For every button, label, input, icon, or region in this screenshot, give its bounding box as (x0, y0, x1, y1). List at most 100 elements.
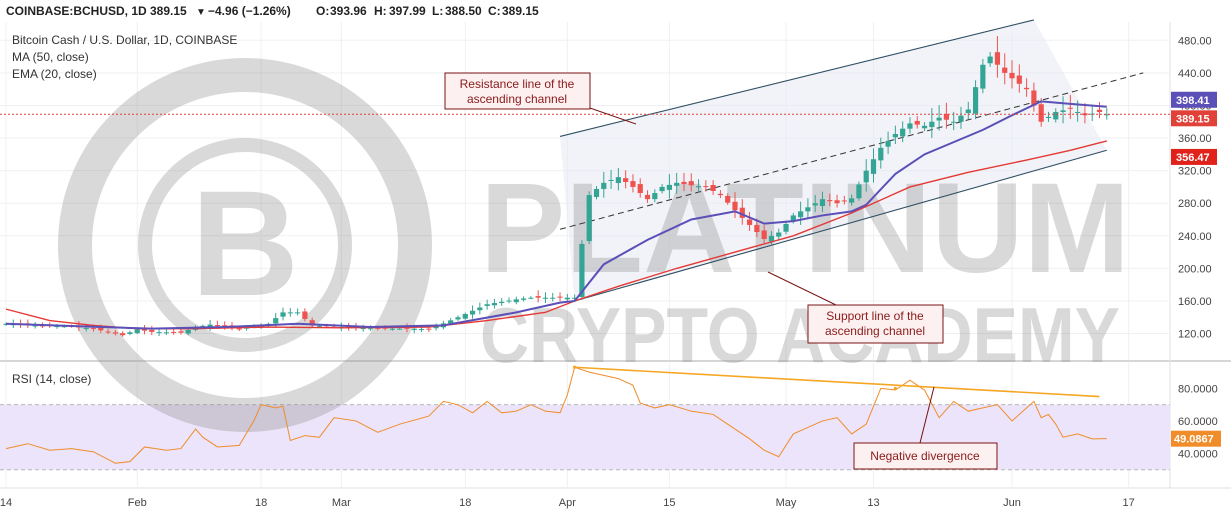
candle-body (849, 198, 855, 203)
candle-body (885, 140, 891, 147)
candle-body (520, 298, 527, 300)
rsi-tick-label: 40.0000 (1178, 448, 1218, 460)
candle (127, 330, 133, 336)
divergence-annotation[interactable]: Negative divergence (853, 386, 998, 470)
candle (579, 240, 585, 300)
candle (149, 325, 155, 336)
candle-body (302, 311, 308, 319)
symbol-label[interactable]: COINBASE:BCHUSD, 1D (6, 4, 147, 18)
candle-body (120, 333, 126, 336)
rsi-axis[interactable]: 40.0000 60.0000 80.0000 (1178, 383, 1218, 460)
candle-body (900, 128, 906, 137)
candle-body (550, 297, 556, 299)
candle (666, 174, 672, 199)
candle-body (1053, 111, 1059, 120)
time-tick-label: 13 (867, 497, 879, 509)
candle (1002, 53, 1008, 85)
legend-ma[interactable]: MA (50, close) (12, 50, 89, 64)
high-value: 397.99 (389, 4, 426, 18)
candle-body (1104, 114, 1110, 116)
candle (163, 329, 169, 336)
candle (732, 192, 738, 219)
candle (885, 131, 891, 155)
support-label-1: Support line of the (826, 309, 924, 323)
candle-body (972, 87, 979, 114)
candle (863, 159, 869, 192)
candle (550, 292, 556, 302)
candle (1024, 78, 1030, 97)
candle (178, 328, 184, 335)
candle-body (455, 317, 461, 320)
time-axis[interactable]: 14 Feb 18 Mar 18 Apr 15 May 13 Jun 17 (0, 497, 1135, 509)
candle-body (134, 329, 140, 334)
candle (768, 231, 775, 246)
legend-title[interactable]: Bitcoin Cash / U.S. Dollar, 1D, COINBASE (12, 33, 237, 47)
candle-body (433, 326, 439, 329)
candle (1060, 96, 1066, 124)
price-tick-label: 440.00 (1178, 68, 1212, 80)
candle (513, 296, 519, 305)
change-label: −4.96 (−1.26%) (208, 4, 291, 18)
candle-body (163, 332, 169, 334)
candle (819, 191, 826, 212)
candle (754, 218, 760, 238)
high-key: H: (374, 4, 387, 18)
candle (542, 292, 549, 304)
candle (812, 195, 818, 213)
candle (557, 292, 563, 302)
candle-body (965, 109, 971, 114)
rsi-legend[interactable]: RSI (14, close) (12, 372, 91, 386)
candle (593, 186, 600, 200)
candle (520, 296, 527, 302)
candle (659, 183, 665, 194)
candle (746, 212, 753, 231)
candle-body (127, 332, 133, 335)
time-tick-label: 15 (663, 497, 675, 509)
candle-body (1002, 67, 1008, 73)
candle-body (768, 235, 775, 242)
candle (156, 328, 162, 336)
candle-body (477, 307, 483, 311)
candle (987, 52, 993, 67)
candle-body (54, 326, 60, 328)
candle (630, 174, 636, 193)
candle (681, 172, 687, 192)
candle-body (1016, 75, 1022, 84)
candle (761, 225, 767, 244)
candle (849, 194, 855, 206)
support-annotation[interactable]: Support line of the ascending channel (767, 271, 944, 344)
price-axis[interactable]: 120.00 160.00 200.00 240.00 280.00 320.00 360.… (1178, 35, 1212, 340)
rsi-line (5, 366, 1107, 464)
candle-body (236, 328, 242, 330)
candle (674, 172, 680, 194)
candle-body (666, 184, 672, 190)
candle-body (710, 185, 716, 191)
candle-body (1009, 72, 1015, 79)
ema20-line (5, 100, 1107, 330)
resistance-annotation[interactable]: Resistance line of the ascending channel (444, 72, 637, 125)
rsi-tick-label: 60.0000 (1178, 416, 1218, 428)
candle-body (367, 328, 374, 330)
candle-body (375, 327, 381, 329)
candle-body (790, 215, 796, 222)
candle (900, 121, 906, 143)
series-legend: Bitcoin Cash / U.S. Dollar, 1D, COINBASE… (12, 33, 237, 81)
candle (710, 180, 716, 195)
channel-midline (559, 72, 1144, 230)
legend-ema[interactable]: EMA (20, close) (12, 67, 97, 81)
price-badge (1171, 110, 1217, 127)
candle-body (200, 325, 206, 327)
candle-body (841, 200, 847, 202)
candle-body (214, 325, 221, 327)
time-tick-label: 17 (1123, 497, 1135, 509)
candle-body (812, 203, 818, 206)
candle-body (805, 207, 811, 212)
divergence-label: Negative divergence (870, 449, 980, 463)
resistance-pointer (589, 107, 637, 125)
candle-body (586, 195, 592, 242)
support-pointer (767, 271, 837, 306)
candle (280, 307, 286, 321)
candle-body (528, 297, 534, 299)
rsi-tick-label: 80.0000 (1178, 383, 1218, 395)
